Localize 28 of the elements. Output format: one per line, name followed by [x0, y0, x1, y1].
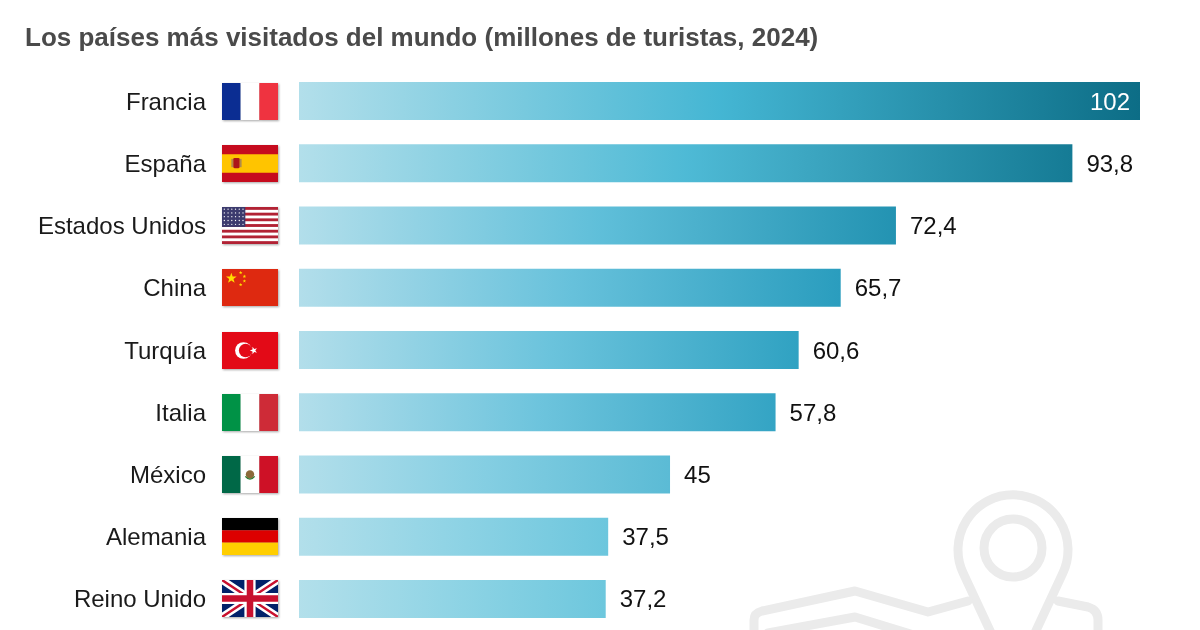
y-tick-label: Reino Unido: [73, 585, 206, 613]
y-tick-label: México: [129, 460, 206, 488]
data-label: 72,4: [909, 212, 957, 240]
y-tick-label: Francia: [125, 87, 207, 115]
y-tick-label: Italia: [155, 398, 207, 426]
bar: [299, 393, 776, 432]
y-tick-label: Turquía: [124, 336, 207, 364]
y-tick-label: China: [143, 274, 207, 302]
bar: [299, 579, 606, 618]
data-label: 102: [1089, 87, 1130, 115]
y-tick-label: España: [124, 149, 207, 177]
data-label: 37,2: [619, 585, 667, 613]
bar: [299, 331, 799, 369]
data-label: 37,5: [622, 523, 669, 551]
bar: [299, 455, 671, 494]
data-label: 93,8: [1086, 149, 1134, 177]
chart-title: Los países más visitados del mundo (millones de turistas, 2024): [25, 22, 819, 52]
data-label: 60,6: [812, 336, 860, 364]
bar: [299, 144, 1073, 183]
bar: [299, 206, 896, 245]
y-tick-label: Estados Unidos: [37, 212, 206, 240]
y-tick-label: Alemania: [105, 523, 207, 551]
data-label: 65,7: [854, 274, 902, 302]
bar: [299, 82, 1140, 121]
bar: [299, 517, 609, 556]
data-label: 45: [684, 460, 711, 488]
bar: [299, 268, 841, 307]
data-label: 57,8: [789, 398, 837, 426]
